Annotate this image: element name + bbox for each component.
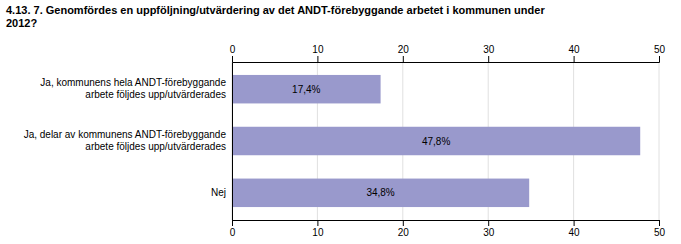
- tick-label: 30: [483, 44, 495, 55]
- tick-label-line: Ja, kommunens hela ANDT-förebyggande: [40, 77, 226, 88]
- chart-svg: 4.13. 7. Genomfördes en uppföljning/utvä…: [0, 0, 681, 244]
- tick: 20: [398, 44, 410, 62]
- tick: 30: [483, 44, 495, 62]
- tick-mark: [488, 220, 489, 226]
- tick-label: 10: [312, 44, 324, 55]
- tick: 10: [312, 220, 324, 238]
- y-axis: Ja, kommunens hela ANDT-förebyggandearbe…: [24, 63, 233, 221]
- tick-label: Nej: [211, 187, 226, 198]
- grid-line: [232, 62, 233, 220]
- tick: Ja, kommunens hela ANDT-förebyggandearbe…: [40, 77, 232, 100]
- tick-mark: [488, 56, 489, 62]
- x-axis-bottom: 0 10 20 30 40 50: [230, 220, 666, 238]
- tick: 0: [230, 44, 236, 62]
- tick-label: Ja, kommunens hela ANDT-förebyggandearbe…: [40, 77, 226, 100]
- tick-mark: [574, 220, 575, 226]
- axis-line: [233, 221, 660, 227]
- plot-area: 17,4% 47,8% 34,8% 0 10 20 30 40 50 0 10 20 30 40 50 Ja,…: [24, 44, 666, 238]
- bars: [232, 75, 640, 207]
- tick-label-line: Nej: [211, 187, 226, 198]
- bar: [232, 127, 640, 155]
- axis-line: [233, 56, 660, 63]
- bar: [232, 75, 381, 103]
- tick-label: 20: [398, 227, 410, 238]
- grid-line: [659, 62, 660, 220]
- tick-label: 20: [398, 44, 410, 55]
- tick-mark: [232, 56, 233, 62]
- tick: 50: [654, 220, 666, 238]
- tick-label: 40: [569, 44, 581, 55]
- tick: 50: [654, 44, 666, 62]
- tick: Nej: [211, 187, 232, 198]
- data-labels: 17,4% 47,8% 34,8%: [292, 84, 450, 199]
- tick: 40: [569, 44, 581, 62]
- tick-label: 0: [230, 227, 236, 238]
- tick-label: 30: [483, 227, 495, 238]
- data-label: 17,4%: [292, 84, 320, 95]
- tick-label: 50: [654, 227, 666, 238]
- bar: [232, 179, 529, 207]
- tick-mark: [403, 220, 404, 226]
- tick-label-line: arbete följdes upp/utvärderades: [85, 89, 226, 100]
- tick-mark: [317, 56, 318, 62]
- tick: Ja, delar av kommunens ANDT-förebyggande…: [24, 129, 232, 152]
- tick: 20: [398, 220, 410, 238]
- tick-label: 10: [312, 227, 324, 238]
- tick-mark: [574, 56, 575, 62]
- tick-label: 40: [569, 227, 581, 238]
- tick-label: 50: [654, 44, 666, 55]
- data-label: 34,8%: [366, 187, 394, 198]
- axis-line: [232, 63, 233, 221]
- tick-mark: [232, 220, 233, 226]
- tick-label-line: arbete följdes upp/utvärderades: [85, 141, 226, 152]
- tick-label-line: Ja, delar av kommunens ANDT-förebyggande: [24, 129, 227, 140]
- tick-mark: [659, 220, 660, 226]
- x-axis-top: 0 10 20 30 40 50: [230, 44, 666, 63]
- tick: 30: [483, 220, 495, 238]
- tick-mark: [317, 220, 318, 226]
- tick-mark: [403, 56, 404, 62]
- tick: 10: [312, 44, 324, 62]
- tick-label: Ja, delar av kommunens ANDT-förebyggande…: [24, 129, 227, 152]
- tick-label: 0: [230, 44, 236, 55]
- grid: [232, 62, 659, 220]
- tick: 40: [569, 220, 581, 238]
- chart-container: 4.13. 7. Genomfördes en uppföljning/utvä…: [0, 0, 681, 244]
- tick: 0: [230, 220, 236, 238]
- tick-mark: [659, 56, 660, 62]
- chart-title-line: 2012?: [6, 17, 37, 29]
- chart-title: 4.13. 7. Genomfördes en uppföljning/utvä…: [6, 4, 545, 29]
- chart-title-line: 4.13. 7. Genomfördes en uppföljning/utvä…: [6, 4, 545, 16]
- data-label: 47,8%: [422, 136, 450, 147]
